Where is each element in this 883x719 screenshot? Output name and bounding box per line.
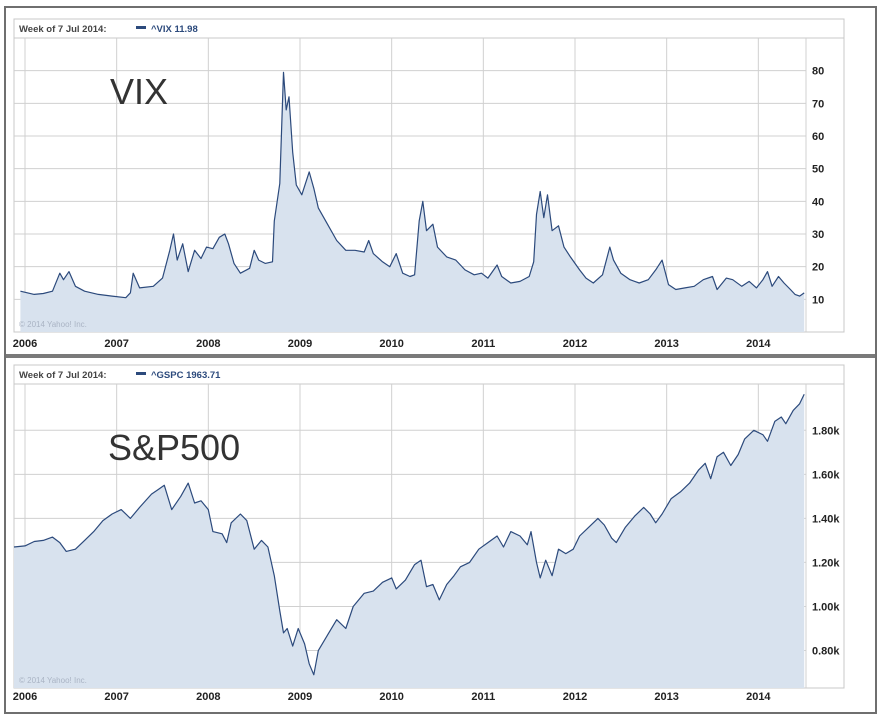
y-tick-label: 1.80k: [812, 425, 840, 437]
vix-series-line: [20, 71, 805, 299]
x-tick-label: 2009: [288, 338, 312, 350]
y-tick-label: 60: [812, 131, 824, 143]
vix-x-axis: 2006 2007 2008 2009 2010 2011 2012 2013 2014: [13, 338, 772, 350]
y-tick-label: 80: [812, 66, 824, 78]
sp500-header-week: Week of 7 Jul 2014:: [19, 370, 106, 381]
y-tick-label: 70: [812, 98, 824, 110]
sp500-copyright: © 2014 Yahoo! Inc.: [19, 676, 87, 685]
sp500-area: [13, 393, 805, 688]
y-tick-label: 1.40k: [812, 513, 840, 525]
x-tick-label: 2014: [746, 338, 771, 350]
y-tick-label: 10: [812, 294, 824, 306]
vix-header-bar: [13, 18, 845, 39]
sp500-header-bar: [13, 364, 845, 385]
x-tick-label: 2006: [13, 691, 37, 703]
sp500-overlay-label: S&P500: [108, 427, 240, 468]
sp500-legend-swatch: [136, 372, 146, 375]
x-tick-label: 2010: [379, 338, 403, 350]
x-tick-label: 2009: [288, 691, 312, 703]
vix-copyright: © 2014 Yahoo! Inc.: [19, 320, 87, 329]
x-tick-label: 2013: [654, 338, 678, 350]
sp500-header-series: ^GSPC 1963.71: [151, 370, 221, 381]
y-tick-label: 40: [812, 196, 824, 208]
y-tick-label: 50: [812, 164, 824, 176]
vix-overlay-label: VIX: [110, 71, 168, 112]
vix-grid: [14, 38, 807, 332]
x-tick-label: 2006: [13, 338, 37, 350]
x-tick-label: 2011: [471, 338, 495, 350]
y-tick-label: 1.60k: [812, 469, 840, 481]
vix-panel: Week of 7 Jul 2014: ^VIX 11.98 80 70 60 50 4…: [13, 18, 845, 350]
y-tick-label: 20: [812, 262, 824, 274]
vix-header-week: Week of 7 Jul 2014:: [19, 24, 106, 35]
x-tick-label: 2008: [196, 691, 220, 703]
y-tick-label: 30: [812, 229, 824, 241]
sp500-y-axis: 1.80k 1.60k 1.40k 1.20k 1.00k 0.80k: [812, 425, 840, 657]
x-tick-label: 2007: [104, 338, 128, 350]
chart-divider: [6, 354, 875, 358]
vix-header-series: ^VIX 11.98: [151, 24, 198, 35]
x-tick-label: 2011: [471, 691, 495, 703]
x-tick-label: 2010: [379, 691, 403, 703]
sp500-x-axis: 2006 2007 2008 2009 2010 2011 2012 2013 2014: [13, 691, 772, 703]
x-tick-label: 2012: [563, 691, 587, 703]
y-tick-label: 1.00k: [812, 601, 840, 613]
y-tick-label: 0.80k: [812, 646, 840, 658]
x-tick-label: 2008: [196, 338, 220, 350]
sp500-area-fill: [14, 394, 805, 688]
vix-legend-swatch: [136, 26, 146, 29]
y-tick-label: 1.20k: [812, 557, 840, 569]
sp500-panel: Week of 7 Jul 2014: ^GSPC 1963.71 1.80k1…: [13, 364, 845, 703]
vix-area: [20, 71, 805, 333]
x-tick-label: 2007: [104, 691, 128, 703]
x-tick-label: 2014: [746, 691, 771, 703]
x-tick-label: 2013: [654, 691, 678, 703]
vix-y-axis: 80 70 60 50 40 30 20 10: [812, 66, 824, 307]
vix-area-fill: [20, 72, 805, 333]
sp500-series-line: [13, 393, 805, 676]
x-tick-label: 2012: [563, 338, 587, 350]
